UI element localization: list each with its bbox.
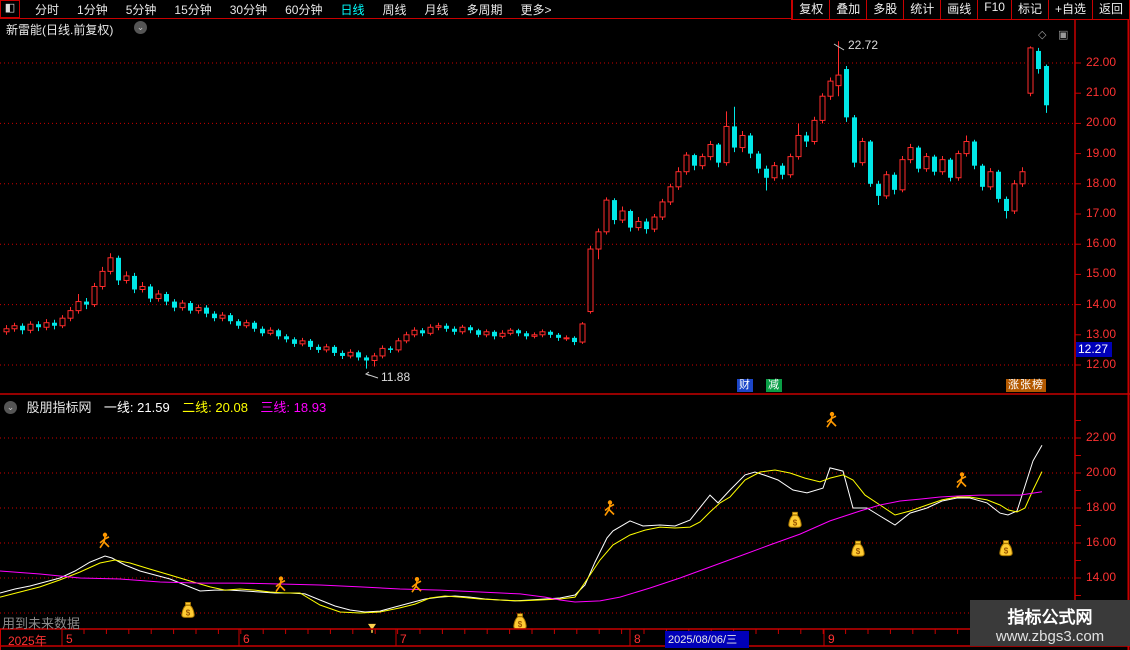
period-tab-6[interactable]: 60分钟 — [285, 2, 323, 17]
indicator-axis-label: 22.00 — [1086, 430, 1117, 444]
watermark: 指标公式网 www.zbgs3.com — [970, 600, 1130, 646]
event-badge[interactable]: 涨张榜 — [1006, 379, 1046, 392]
indicator-axis-label: 16.00 — [1086, 535, 1117, 549]
toolbar-button[interactable]: 复权 — [792, 0, 831, 20]
indicator-axis-label: 18.00 — [1086, 500, 1117, 514]
watermark-url: www.zbgs3.com — [995, 628, 1105, 645]
period-tab-2[interactable]: 1分钟 — [77, 2, 108, 17]
selected-date-tag: 2025/08/06/三 — [665, 631, 749, 648]
price-axis-label: 12.00 — [1086, 357, 1117, 371]
toolbar-button[interactable]: F10 — [978, 0, 1012, 20]
bag-icon: $ — [851, 540, 865, 557]
bag-icon: $ — [788, 511, 802, 528]
price-axis-label: 16.00 — [1086, 236, 1117, 251]
period-tabs: 分时 1分钟 5分钟 15分钟 30分钟 60分钟 日线 周线 月线 多周期 更多> — [26, 1, 791, 18]
time-axis-label: 6 — [243, 632, 250, 646]
price-axis-label: 21.00 — [1086, 85, 1117, 100]
period-tab-7[interactable]: 日线 — [340, 2, 365, 17]
period-tab-4[interactable]: 15分钟 — [174, 2, 212, 17]
price-axis-label: 22.00 — [1086, 55, 1117, 69]
price-axis-label: 17.00 — [1086, 206, 1117, 220]
time-axis-year: 2025年 — [8, 634, 47, 648]
diamond-icon[interactable]: ◇ — [1038, 29, 1047, 41]
toolbar-button[interactable]: +自选 — [1048, 0, 1093, 20]
indicator-axis-label: 14.00 — [1086, 570, 1117, 584]
period-tab-9[interactable]: 月线 — [424, 2, 449, 17]
window-split-icon[interactable]: ◧ — [0, 0, 20, 18]
line2-label: 二线: 20.08 — [182, 400, 248, 415]
toolbar-button[interactable]: 返回 — [1092, 0, 1130, 20]
period-tab-11[interactable]: 更多> — [520, 2, 552, 17]
price-axis-label: 19.00 — [1086, 145, 1117, 160]
toolbar-button[interactable]: 标记 — [1011, 0, 1049, 20]
window-icon[interactable]: ▣ — [1058, 29, 1069, 41]
time-axis-label: 9 — [828, 632, 835, 646]
man-icon — [604, 500, 615, 516]
future-data-note: 用到未来数据 — [2, 616, 81, 631]
event-badge[interactable]: 减 — [766, 379, 782, 392]
toolbar-button[interactable]: 叠加 — [830, 0, 868, 20]
bag-icon: $ — [513, 613, 527, 630]
time-axis-label: 7 — [400, 632, 407, 646]
period-tab-8[interactable]: 周线 — [382, 2, 407, 17]
price-axis-label: 13.00 — [1086, 326, 1117, 341]
price-axis-label: 18.00 — [1086, 175, 1117, 190]
man-icon — [99, 532, 110, 549]
low-price-annotation: 11.88 — [381, 370, 411, 384]
toolbar-buttons: 复权 叠加 多股 统计 画线 F10 标记 +自选 返回 — [791, 0, 1130, 20]
svg-text:$: $ — [1004, 547, 1009, 556]
indicator-name[interactable]: 股朋指标网 — [26, 400, 92, 415]
price-axis-label: 14.00 — [1086, 296, 1117, 311]
period-tab-5[interactable]: 30分钟 — [229, 2, 268, 17]
period-tab-3[interactable]: 5分钟 — [125, 2, 157, 17]
top-toolbar: ◧ 分时 1分钟 5分钟 15分钟 30分钟 60分钟 日线 周线 月线 多周期 更多> 复权 叠加多… — [0, 0, 1130, 20]
chevron-down-icon[interactable]: ⌄ — [134, 21, 147, 34]
svg-text:$: $ — [793, 518, 798, 527]
line1-label: 一线: 21.59 — [103, 400, 170, 415]
marker-down-icon — [368, 623, 376, 633]
period-tab-10[interactable]: 多周期 — [466, 2, 503, 17]
event-badge[interactable]: 财 — [737, 379, 753, 392]
man-icon — [826, 411, 837, 428]
bag-icon: $ — [999, 540, 1013, 557]
toolbar-button[interactable]: 多股 — [867, 0, 905, 20]
svg-text:$: $ — [856, 547, 861, 556]
price-axis-label: 15.00 — [1086, 266, 1117, 281]
last-price-tag: 12.27 — [1076, 342, 1113, 357]
period-tab-1[interactable]: 分时 — [35, 2, 60, 17]
chart-title: 新雷能(日线.前复权) — [6, 23, 114, 37]
indicator-axis-label: 20.00 — [1086, 465, 1117, 479]
time-axis-label: 5 — [66, 632, 73, 646]
price-axis-label: 20.00 — [1086, 115, 1117, 130]
chevron-down-icon[interactable]: ⌄ — [4, 401, 17, 415]
man-icon — [411, 576, 422, 593]
man-icon — [956, 472, 967, 488]
indicator-header: ⌄ 股朋指标网 一线: 21.59 二线: 20.08 三线: 18.93 — [4, 397, 326, 417]
toolbar-button[interactable]: 统计 — [904, 0, 942, 20]
watermark-title: 指标公式网 — [1007, 608, 1093, 627]
svg-text:$: $ — [518, 620, 523, 629]
svg-text:$: $ — [186, 608, 191, 617]
high-price-annotation: 22.72 — [848, 38, 879, 52]
time-axis-label: 8 — [634, 632, 641, 646]
bag-icon: $ — [181, 601, 195, 618]
line3-label: 三线: 18.93 — [260, 400, 327, 415]
man-icon — [275, 576, 286, 593]
toolbar-button[interactable]: 画线 — [941, 0, 979, 20]
